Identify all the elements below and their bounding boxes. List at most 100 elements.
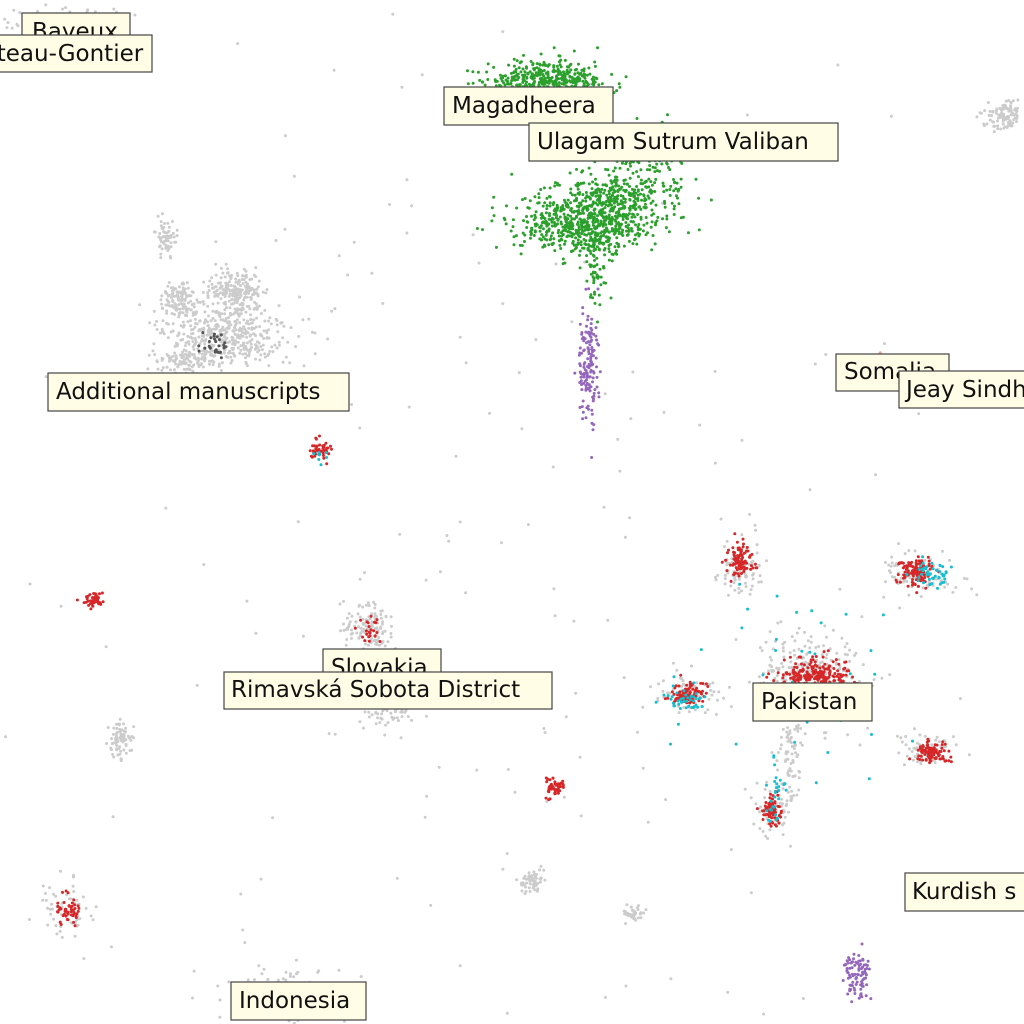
data-point bbox=[501, 30, 505, 34]
data-point bbox=[218, 315, 222, 319]
data-point bbox=[682, 706, 686, 709]
data-point bbox=[161, 329, 165, 333]
data-point bbox=[380, 712, 384, 716]
data-point bbox=[664, 226, 668, 230]
data-point bbox=[229, 284, 233, 287]
data-point bbox=[169, 245, 173, 249]
data-point bbox=[219, 350, 223, 354]
data-point bbox=[369, 614, 373, 618]
data-point bbox=[797, 788, 801, 792]
data-point bbox=[584, 196, 588, 200]
data-point bbox=[900, 740, 904, 744]
data-point bbox=[512, 76, 516, 80]
data-point bbox=[585, 220, 589, 224]
data-point bbox=[492, 195, 496, 199]
data-point bbox=[247, 350, 251, 354]
data-point bbox=[174, 303, 178, 307]
data-point bbox=[490, 219, 494, 223]
data-point bbox=[350, 628, 353, 632]
data-point bbox=[915, 746, 919, 750]
data-point bbox=[284, 978, 288, 982]
data-point bbox=[182, 367, 186, 371]
data-point bbox=[897, 542, 901, 546]
data-point bbox=[714, 712, 718, 716]
data-point bbox=[181, 281, 185, 285]
data-point bbox=[780, 797, 784, 801]
data-point bbox=[786, 733, 790, 737]
data-point bbox=[510, 172, 514, 176]
cluster-red-far-left bbox=[75, 591, 105, 611]
data-point bbox=[347, 624, 351, 628]
data-point bbox=[553, 791, 557, 795]
data-point bbox=[628, 176, 632, 180]
data-point bbox=[536, 887, 540, 891]
data-point bbox=[194, 311, 198, 315]
data-point bbox=[714, 578, 718, 582]
data-point bbox=[916, 741, 919, 745]
cluster-purple-stem bbox=[573, 287, 602, 459]
data-point bbox=[358, 720, 362, 724]
cluster-green-bottom bbox=[475, 182, 701, 270]
data-point bbox=[584, 383, 588, 387]
data-point bbox=[191, 996, 194, 1000]
data-point bbox=[551, 776, 555, 780]
data-point bbox=[822, 650, 826, 654]
data-point bbox=[559, 71, 563, 75]
data-point bbox=[241, 352, 245, 356]
data-point bbox=[265, 288, 269, 292]
data-point bbox=[788, 729, 792, 733]
data-point bbox=[581, 193, 585, 197]
data-point bbox=[254, 291, 258, 295]
data-point bbox=[576, 187, 580, 191]
data-point bbox=[243, 941, 247, 945]
data-point bbox=[653, 190, 657, 193]
data-point bbox=[180, 353, 184, 357]
data-point bbox=[251, 293, 254, 297]
data-point bbox=[168, 357, 171, 361]
data-point bbox=[181, 338, 185, 341]
data-point bbox=[710, 693, 714, 697]
data-point bbox=[255, 307, 259, 311]
data-point bbox=[221, 318, 225, 322]
data-point bbox=[636, 916, 640, 920]
data-point bbox=[661, 217, 664, 221]
data-point bbox=[584, 287, 588, 291]
data-point bbox=[259, 353, 263, 357]
data-point bbox=[569, 231, 573, 235]
data-point bbox=[590, 412, 594, 416]
data-point bbox=[367, 710, 371, 714]
data-point bbox=[612, 169, 616, 173]
data-point bbox=[454, 454, 458, 458]
data-point bbox=[712, 690, 716, 694]
data-point bbox=[577, 225, 581, 229]
data-point bbox=[637, 227, 640, 231]
data-point bbox=[679, 185, 683, 189]
data-point bbox=[934, 577, 938, 581]
data-point bbox=[857, 679, 861, 683]
data-point bbox=[209, 319, 213, 323]
data-point bbox=[544, 211, 548, 215]
data-point bbox=[550, 242, 554, 246]
data-point bbox=[513, 790, 517, 794]
data-point bbox=[389, 711, 393, 715]
data-point bbox=[120, 728, 124, 732]
data-point bbox=[823, 624, 827, 628]
data-point bbox=[656, 697, 660, 700]
data-point bbox=[525, 226, 529, 229]
data-point bbox=[263, 319, 267, 323]
data-point bbox=[162, 332, 166, 336]
data-point bbox=[594, 334, 598, 338]
data-point bbox=[773, 676, 777, 680]
data-point bbox=[621, 215, 625, 219]
data-point bbox=[359, 631, 363, 635]
data-point bbox=[257, 964, 261, 968]
data-point bbox=[590, 421, 594, 425]
data-point bbox=[572, 199, 576, 203]
data-point bbox=[342, 628, 346, 632]
data-point bbox=[552, 212, 556, 216]
data-point bbox=[520, 427, 524, 431]
data-point bbox=[369, 628, 373, 632]
data-point bbox=[153, 353, 157, 356]
data-point bbox=[361, 605, 365, 609]
data-point bbox=[525, 881, 529, 885]
